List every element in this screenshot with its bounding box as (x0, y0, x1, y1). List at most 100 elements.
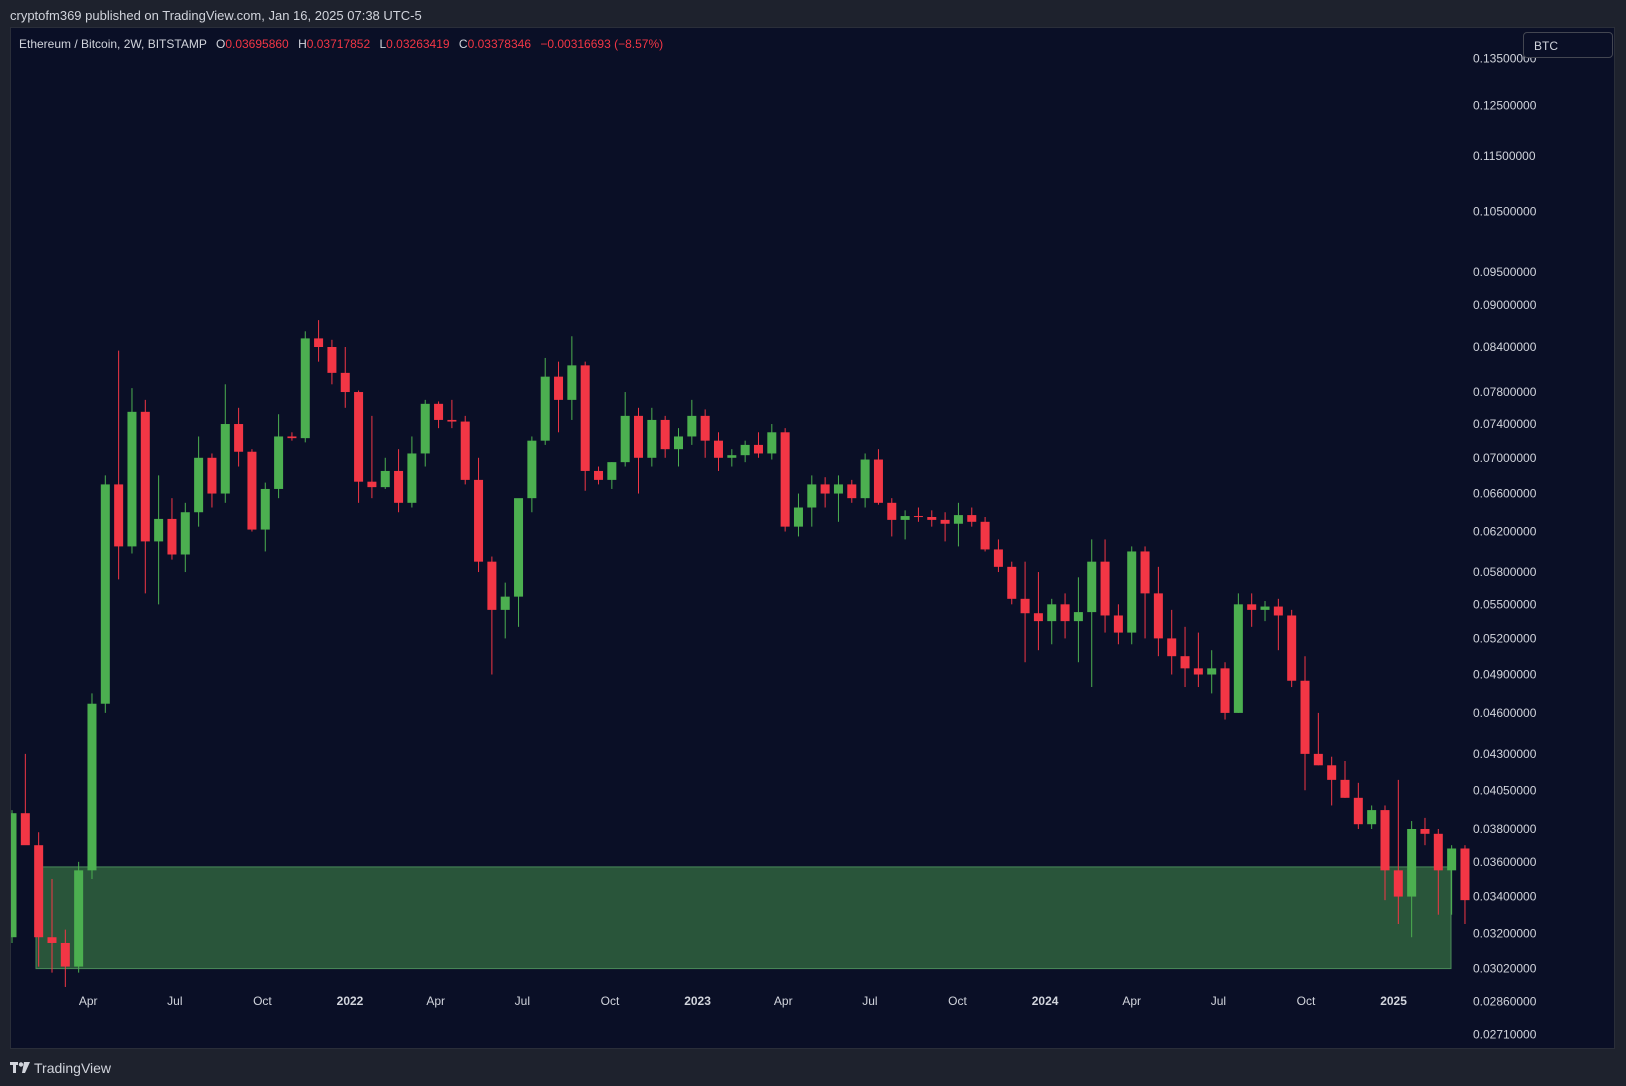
candle-body (167, 518, 177, 555)
candle-body (1033, 613, 1043, 622)
y-tick-label: 0.05200000 (1473, 631, 1537, 645)
y-tick-label: 0.04600000 (1473, 706, 1537, 720)
candle-body (1273, 606, 1283, 616)
candle-body (1007, 566, 1017, 599)
y-tick-label: 0.05800000 (1473, 565, 1537, 579)
x-tick-label: Apr (426, 994, 445, 1008)
candle-body (1420, 828, 1430, 834)
candle-body (1087, 561, 1097, 613)
candle-body (554, 376, 564, 400)
candle-body (1073, 612, 1083, 622)
y-tick-label: 0.04300000 (1473, 747, 1537, 761)
candle-body (1433, 833, 1443, 871)
publisher-bar: cryptofm369 published on TradingView.com… (0, 0, 1626, 27)
candle-body (1313, 753, 1323, 766)
x-tick-label: Apr (774, 994, 793, 1008)
candle-body (820, 484, 830, 494)
x-tick-label: 2024 (1032, 994, 1059, 1008)
candle-body (567, 365, 577, 400)
candle-body (1167, 638, 1177, 657)
candle-body (127, 411, 137, 547)
candle-body (274, 436, 284, 489)
y-tick-label: 0.03400000 (1473, 890, 1537, 904)
y-tick-label: 0.07800000 (1473, 385, 1537, 399)
candle-body (1207, 668, 1217, 675)
x-tick-label: Jul (1211, 994, 1226, 1008)
candle-body (753, 444, 763, 454)
candle-body (500, 596, 510, 610)
y-tick-label: 0.09000000 (1473, 298, 1537, 312)
candle-body (913, 516, 923, 518)
candle-body (767, 432, 777, 454)
candle-body (620, 415, 630, 463)
tradingview-brand[interactable]: TradingView (10, 1060, 111, 1076)
x-tick-label: 2022 (337, 994, 364, 1008)
y-tick-label: 0.08400000 (1473, 340, 1537, 354)
y-tick-label: 0.06600000 (1473, 487, 1537, 501)
candle-body (1140, 551, 1150, 594)
candle-body (1220, 668, 1230, 713)
candlestick-chart[interactable]: 0.13500000 0.12500000 0.11500000 0.10500000… (11, 28, 1614, 1048)
y-tick-label: 0.04050000 (1473, 783, 1537, 797)
candle-body (833, 484, 843, 494)
x-tick-label: Jul (167, 994, 182, 1008)
candle-body (1393, 870, 1403, 897)
high-label: H (298, 37, 307, 51)
candle-body (87, 703, 97, 871)
candle-body (580, 365, 590, 471)
candle-body (527, 440, 537, 499)
candle-body (887, 502, 897, 520)
candle-body (1020, 598, 1030, 614)
candle-body (1047, 604, 1057, 622)
candle-body (940, 519, 950, 524)
candle-body (1247, 604, 1257, 610)
candle-body (807, 484, 817, 508)
candle-body (154, 518, 164, 542)
candle-body (780, 432, 790, 527)
candle-body (1380, 810, 1390, 871)
x-tick-label: 2025 (1380, 994, 1407, 1008)
candle-body (1407, 828, 1417, 897)
chart-area[interactable]: 0.13500000 0.12500000 0.11500000 0.10500000… (10, 27, 1615, 1049)
candle-body (727, 455, 737, 458)
candle-body (140, 411, 150, 542)
candle-body (34, 845, 44, 938)
candle-body (927, 517, 937, 520)
candle-body (540, 376, 550, 441)
candle-body (47, 937, 57, 943)
candle-body (1153, 593, 1163, 639)
brand-name: TradingView (34, 1060, 112, 1076)
candle-body (180, 512, 190, 555)
candle-body (260, 488, 270, 530)
y-tick-label: 0.07400000 (1473, 417, 1537, 431)
candle-body (660, 419, 670, 450)
symbol-badge[interactable]: BTC (1523, 32, 1613, 58)
candle-body (487, 561, 497, 610)
candle-body (447, 419, 457, 422)
candle-body (220, 424, 230, 494)
candle-body (1447, 848, 1457, 871)
low-value: 0.03263419 (386, 37, 450, 51)
y-tick-label: 0.03600000 (1473, 855, 1537, 869)
candle-body (74, 870, 84, 967)
candle-body (687, 415, 697, 437)
candle-body (793, 507, 803, 527)
close-label: C (458, 37, 468, 51)
candle-body (634, 415, 644, 458)
y-tick-label: 0.04900000 (1473, 668, 1537, 682)
candle-body (327, 347, 337, 373)
ohlc-legend: Ethereum / Bitcoin, 2W, BITSTAMP O0.0369… (19, 37, 663, 51)
candle-body (1193, 668, 1203, 675)
x-tick-label: 2023 (684, 994, 711, 1008)
candle-body (194, 457, 204, 513)
y-tick-label: 0.11500000 (1473, 149, 1536, 163)
open-label: O (215, 37, 226, 51)
x-tick-label: Oct (1297, 994, 1316, 1008)
candle-body (713, 440, 723, 458)
candle-body (420, 403, 430, 454)
y-tick-label: 0.06200000 (1473, 525, 1537, 539)
x-tick-label: Oct (948, 994, 967, 1008)
candle-body (434, 403, 444, 420)
footer-bar: TradingView (0, 1049, 1626, 1086)
candle-body (514, 498, 524, 597)
